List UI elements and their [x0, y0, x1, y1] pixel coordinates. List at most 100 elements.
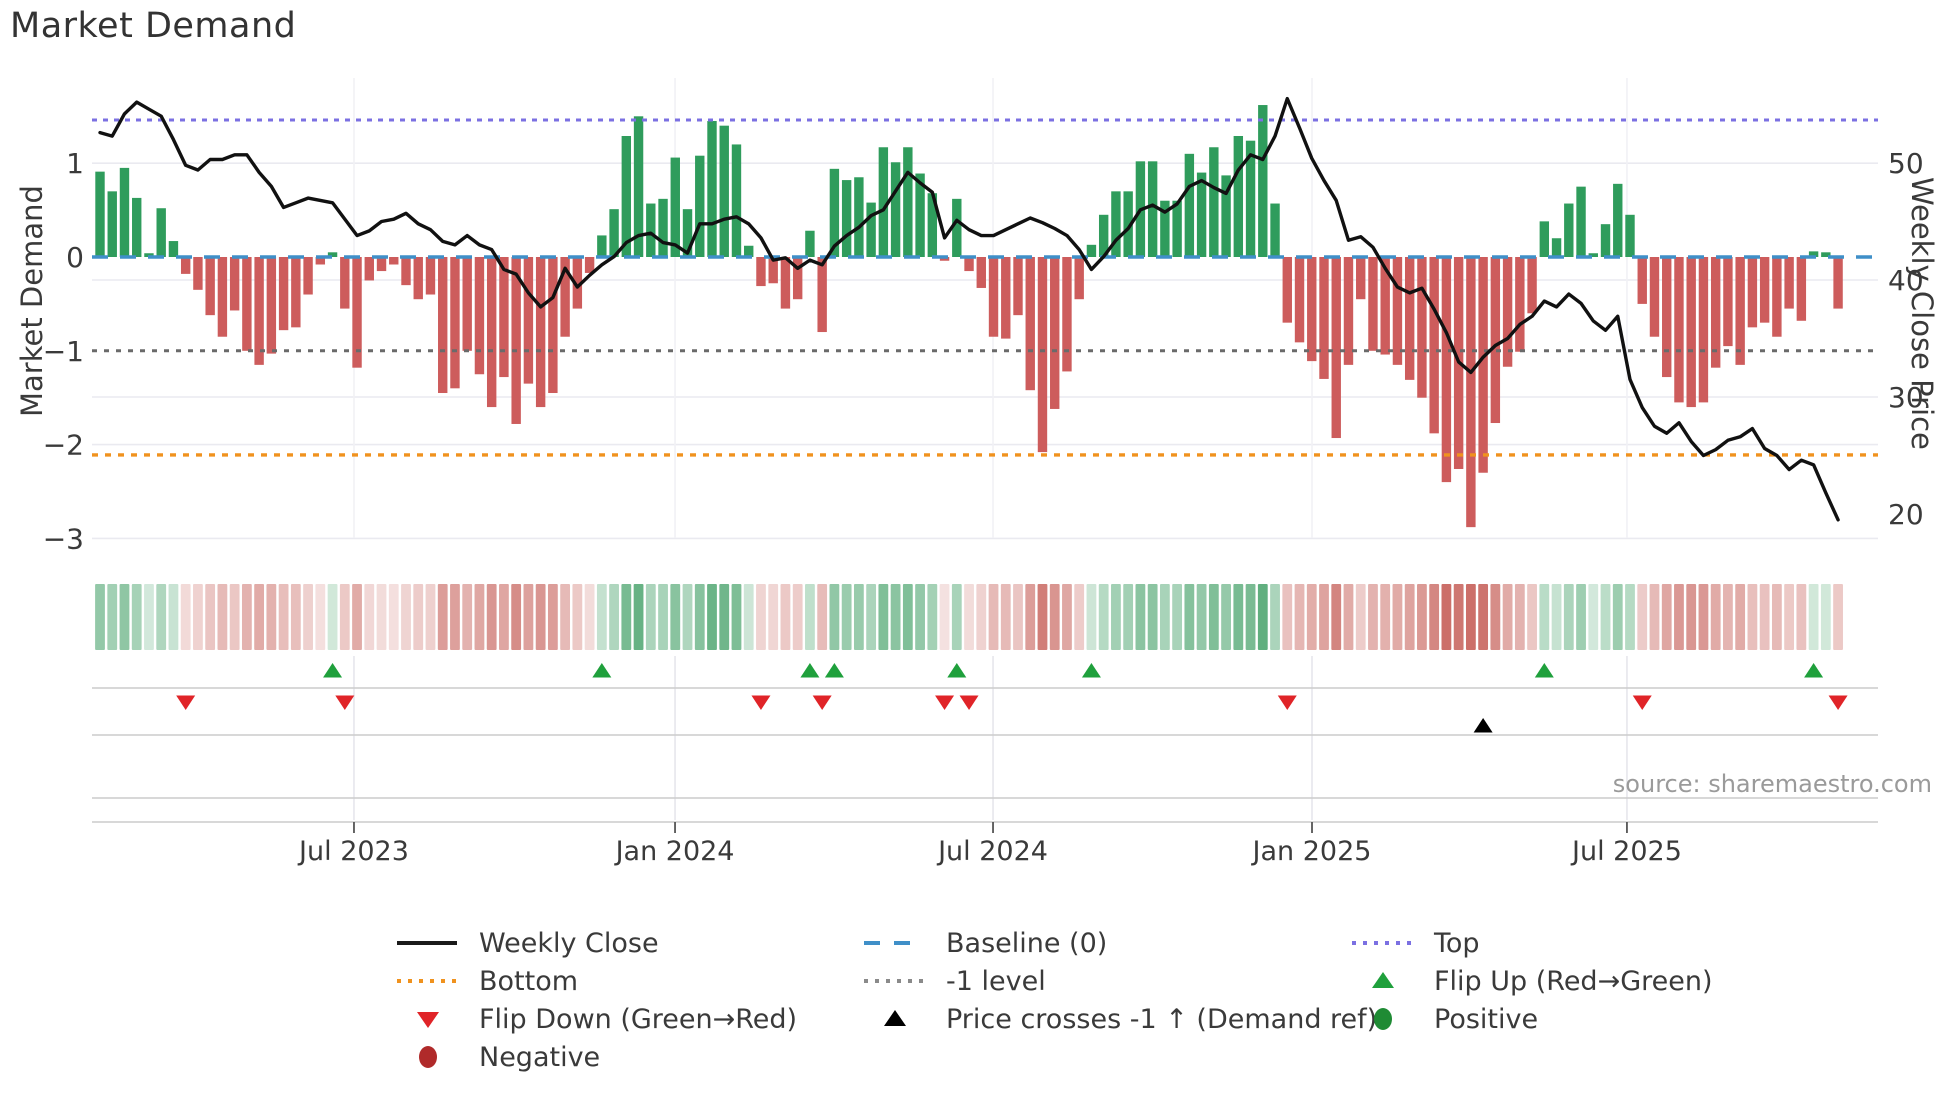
- heatmap-cell: [890, 584, 901, 650]
- legend-item: Flip Up (Red→Green): [1348, 962, 1713, 1000]
- heatmap-cell: [988, 584, 999, 650]
- demand-bar-negative: [1294, 257, 1305, 343]
- demand-bar-negative: [1686, 257, 1696, 408]
- heatmap-cell: [1294, 584, 1305, 650]
- flip-up-marker-row: [323, 663, 1824, 678]
- demand-bar-negative: [1662, 257, 1672, 378]
- heatmap-cell: [707, 584, 717, 650]
- flip-up-icon: [800, 663, 820, 678]
- heatmap-cell: [756, 584, 766, 650]
- heatmap-cell: [168, 584, 179, 650]
- heatmap-cell: [1833, 584, 1843, 650]
- heatmap-cell: [1196, 584, 1207, 650]
- heatmap-cell: [119, 584, 130, 650]
- heatmap-cell: [217, 584, 228, 650]
- heatmap-cell: [413, 584, 424, 650]
- heatmap-cell: [1759, 584, 1770, 650]
- heatmap-cell: [1000, 584, 1011, 650]
- demand-bar-positive: [878, 147, 889, 257]
- heatmap-cell: [1710, 584, 1721, 650]
- demand-bar-negative: [1735, 257, 1745, 365]
- market-demand-chart: Jul 2023 Jan 2024 Jul 2024 Jan 2025 Jul 2025…: [43, 78, 1924, 867]
- demand-bar-negative: [939, 257, 950, 261]
- demand-bar-negative: [217, 257, 228, 337]
- demand-bar-positive: [646, 203, 656, 257]
- legend-label: -1 level: [946, 965, 1046, 997]
- demand-bar-negative: [1649, 257, 1660, 337]
- y-left-tick-label: 1: [66, 147, 84, 180]
- demand-bar-positive: [903, 147, 913, 257]
- heatmap-cell: [156, 584, 167, 650]
- heatmap-cell: [1820, 584, 1831, 650]
- demand-bar-negative: [278, 257, 289, 331]
- heatmap-cell: [902, 584, 913, 650]
- demand-bar-positive: [866, 202, 876, 257]
- source-credit: source: sharemaestro.com: [1612, 770, 1932, 798]
- heatmap-cell: [1319, 584, 1329, 650]
- heatmap-cell: [1600, 584, 1611, 650]
- chart-title: Market Demand: [10, 6, 297, 46]
- demand-bar-positive: [854, 177, 864, 257]
- heatmap-cell: [290, 584, 301, 650]
- heatmap-cell: [1074, 584, 1085, 650]
- demand-bar-positive: [1147, 161, 1158, 257]
- demand-bar-positive: [719, 125, 729, 258]
- heatmap-cell: [1539, 584, 1550, 650]
- flip-down-icon: [335, 695, 355, 710]
- legend-label: Baseline (0): [946, 927, 1108, 959]
- heatmap-cell: [853, 584, 864, 650]
- demand-bar-positive: [1576, 186, 1586, 257]
- demand-bar-positive: [670, 157, 680, 257]
- heatmap-cell: [670, 584, 681, 650]
- heatmap-cell: [547, 584, 558, 650]
- demand-bar-negative: [560, 257, 570, 337]
- heatmap-cell: [144, 584, 154, 650]
- demand-bar-negative: [376, 257, 387, 272]
- flip-down-icon: [1828, 695, 1848, 710]
- demand-bar-negative: [1723, 257, 1733, 347]
- demand-bar-positive: [168, 241, 179, 257]
- demand-bar-positive: [841, 180, 852, 257]
- heatmap-cell: [1343, 584, 1354, 650]
- demand-bar-negative: [1356, 257, 1366, 300]
- heatmap-cell: [1049, 584, 1060, 650]
- heatmap-cell: [523, 584, 534, 650]
- heatmap-cell: [1649, 584, 1660, 650]
- heatmap-cell: [1637, 584, 1648, 650]
- legend-item: Price crosses -1 ↑ (Demand ref): [860, 1000, 1377, 1038]
- flip-up-icon: [1534, 663, 1554, 678]
- legend-label: Flip Up (Red→Green): [1434, 965, 1713, 997]
- heatmap-cell: [107, 584, 118, 650]
- demand-bar-positive: [658, 198, 668, 257]
- demand-bar-negative: [988, 257, 999, 337]
- heatmap-cell: [229, 584, 240, 650]
- demand-bar-positive: [132, 197, 142, 257]
- heatmap-cell: [1808, 584, 1819, 650]
- demand-bar-negative: [462, 257, 472, 351]
- heatmap-cell: [719, 584, 730, 650]
- legend-label: Bottom: [479, 965, 579, 997]
- heatmap-cell: [388, 584, 399, 650]
- demand-bar-negative: [1698, 257, 1709, 403]
- heatmap-cell: [1747, 584, 1758, 650]
- flip-down-icon: [959, 695, 979, 710]
- heatmap-cell: [1576, 584, 1586, 650]
- heatmap-cell: [303, 584, 313, 650]
- y-right-tick-label: 50: [1888, 147, 1924, 180]
- demand-bar-positive: [829, 168, 840, 257]
- demand-bar-positive: [927, 193, 938, 257]
- demand-bar-negative: [229, 257, 240, 311]
- demand-bar-negative: [1062, 257, 1072, 372]
- demand-bar-negative: [401, 257, 411, 286]
- demand-bar-positive: [1233, 135, 1244, 257]
- heatmap-cell: [1453, 584, 1464, 650]
- demand-bar-negative: [792, 257, 803, 300]
- demand-bar-negative: [1429, 257, 1439, 434]
- demand-bar-negative: [438, 257, 448, 394]
- demand-bar-positive: [744, 245, 754, 257]
- demand-bar-positive: [1613, 183, 1623, 257]
- heatmap-cell: [1355, 584, 1366, 650]
- demand-bar-negative: [1478, 257, 1488, 473]
- legend-item: -1 level: [860, 962, 1377, 1000]
- legend-circle-icon: [1374, 1008, 1392, 1030]
